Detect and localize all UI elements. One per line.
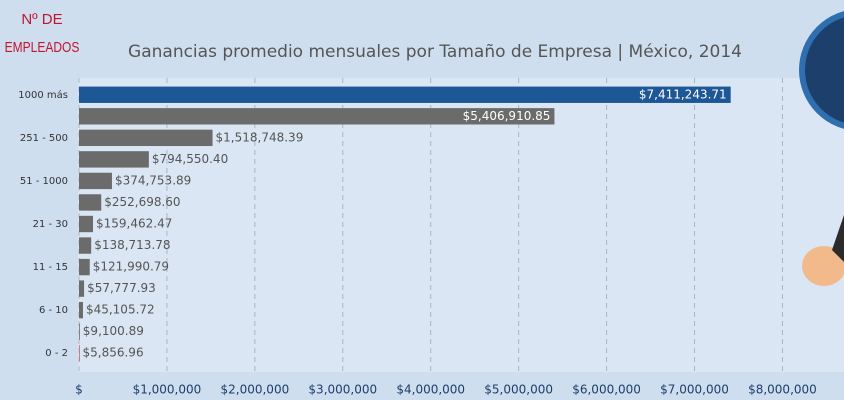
- bar: [79, 151, 149, 167]
- x-tick-label: $: [75, 383, 83, 397]
- bar: [79, 280, 84, 296]
- x-tick-label: $4,000,000: [396, 383, 465, 397]
- y-tick-label: 51 - 1000: [20, 176, 68, 187]
- y-tick-label: 251 - 500: [20, 133, 68, 144]
- x-tick-label: $5,000,000: [484, 383, 553, 397]
- x-tick-label: $2,000,000: [221, 383, 290, 397]
- value-label: $374,753.89: [115, 173, 191, 187]
- chart: Nº DE EMPLEADOS Ganancias promedio mensu…: [0, 0, 844, 400]
- value-label: $252,698.60: [104, 195, 180, 209]
- bar: [79, 302, 83, 318]
- x-tick-label: $8,000,000: [748, 383, 817, 397]
- value-label: $5,856.96: [83, 346, 144, 360]
- bar: [79, 194, 101, 210]
- y-tick-label: 11 - 15: [33, 262, 68, 273]
- value-label: $121,990.79: [93, 260, 169, 274]
- value-label: $9,100.89: [83, 324, 144, 338]
- value-label: $794,550.40: [152, 152, 228, 166]
- page: {"chart_data": {"type": "bar", "orientat…: [0, 0, 844, 400]
- y-tick-label: 0 - 2: [45, 348, 68, 359]
- chart-title: Ganancias promedio mensuales por Tamaño …: [128, 42, 742, 62]
- bar: [79, 130, 213, 146]
- bar: [79, 324, 80, 340]
- value-label: $7,411,243.71: [639, 87, 727, 101]
- x-tick-label: $6,000,000: [572, 383, 641, 397]
- value-label: $159,462.47: [96, 217, 172, 231]
- bar: [79, 173, 112, 189]
- y-axis-label: Nº DE: [21, 11, 62, 28]
- value-label: $45,105.72: [86, 303, 155, 317]
- bar: [79, 345, 80, 361]
- bar: [79, 259, 90, 275]
- value-label: $138,713.78: [94, 238, 170, 252]
- bar: [79, 87, 731, 103]
- y-tick-label: 6 - 10: [39, 305, 68, 316]
- bar: [79, 216, 93, 232]
- value-label: $5,406,910.85: [463, 109, 551, 123]
- y-tick-label: 1000 más: [18, 89, 68, 101]
- y-axis-label: EMPLEADOS: [5, 39, 80, 56]
- y-tick-label: 21 - 30: [33, 219, 68, 230]
- x-tick-label: $3,000,000: [308, 383, 377, 397]
- value-label: $57,777.93: [87, 281, 156, 295]
- x-tick-label: $1,000,000: [133, 383, 202, 397]
- x-tick-label: $7,000,000: [660, 383, 729, 397]
- value-label: $1,518,748.39: [216, 130, 304, 144]
- bar: [79, 237, 91, 253]
